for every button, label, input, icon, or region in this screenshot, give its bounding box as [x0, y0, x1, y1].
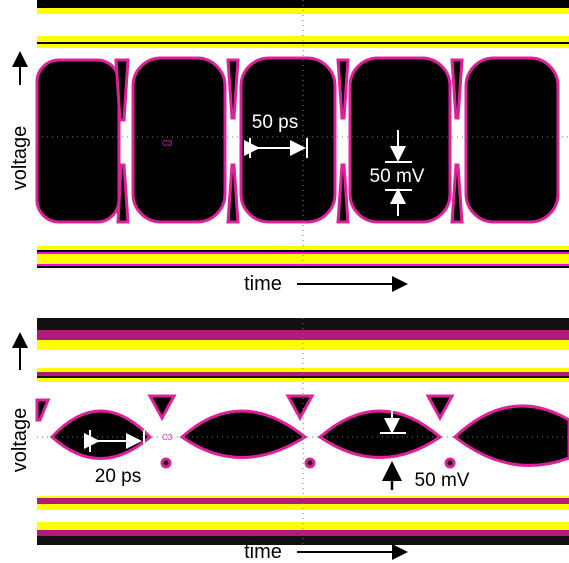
time-annotation: 20 ps: [95, 466, 141, 487]
x-axis-label: time: [244, 541, 282, 563]
eye-panel-bottom: C3: [35, 318, 569, 545]
time-annotation: 50 ps: [252, 112, 298, 133]
channel-label: C3: [162, 433, 173, 442]
voltage-annotation: 50 mV: [415, 470, 470, 491]
y-axis-label: voltage: [9, 126, 31, 191]
y-axis-label: voltage: [9, 408, 31, 473]
voltage-annotation: 50 mV: [370, 166, 425, 187]
x-axis-label: time: [244, 273, 282, 295]
eye-panel-top: C3 50 ps 50 mV: [35, 0, 569, 268]
channel-label: C3: [162, 139, 173, 148]
